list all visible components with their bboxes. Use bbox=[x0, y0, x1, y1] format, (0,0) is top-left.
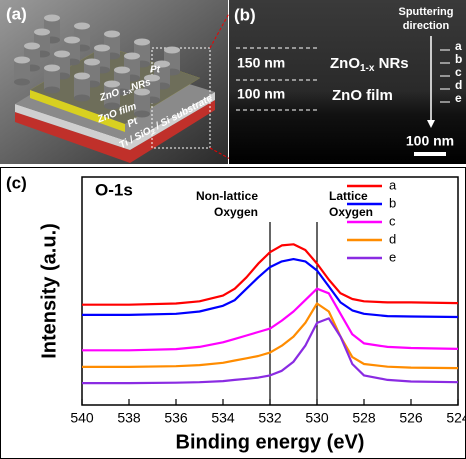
scale-label: 100 nm bbox=[406, 133, 454, 149]
x-tick-label: 538 bbox=[117, 410, 141, 426]
x-tick-label: 524 bbox=[446, 410, 466, 426]
panel-label: (c) bbox=[6, 173, 27, 192]
depth-label: c bbox=[455, 65, 462, 79]
x-axis-label: Binding energy (eV) bbox=[176, 431, 365, 453]
annotation: Oxygen bbox=[329, 205, 373, 219]
chart-title: O-1s bbox=[95, 180, 133, 199]
nanorod-base bbox=[74, 95, 90, 102]
nanorod-top bbox=[24, 43, 40, 50]
panel-a: (a) Pt ZnO 1-xNRs ZnO film Pt Ti / SiO2 … bbox=[0, 0, 232, 164]
x-tick-label: 540 bbox=[70, 410, 94, 426]
layer-label: ZnO film bbox=[332, 87, 393, 104]
legend-label: c bbox=[389, 213, 396, 228]
legend-label: a bbox=[389, 177, 397, 192]
nanorod-top bbox=[54, 51, 70, 58]
annotation: Non-lattice bbox=[196, 189, 258, 203]
nanorod-top bbox=[84, 59, 100, 66]
thickness-label: 150 nm bbox=[237, 55, 285, 71]
nanorod-top bbox=[44, 15, 60, 22]
nanorod-top bbox=[64, 37, 80, 44]
nanorod-top bbox=[14, 57, 30, 64]
depth-label: d bbox=[455, 78, 462, 92]
panel-b: (b) 150 nm 100 nm ZnO1-x NRs ZnO film Sp… bbox=[229, 0, 466, 164]
x-tick-label: 528 bbox=[352, 410, 376, 426]
nanorod-top bbox=[164, 47, 180, 54]
legend-label: b bbox=[389, 195, 396, 210]
x-tick-label: 532 bbox=[258, 410, 282, 426]
nanorod-top bbox=[104, 31, 120, 38]
nanorod-top bbox=[124, 53, 140, 60]
x-tick-label: 536 bbox=[164, 410, 188, 426]
thickness-label: 100 nm bbox=[237, 86, 285, 102]
annotation: Oxygen bbox=[214, 205, 258, 219]
direction-label: Sputtering bbox=[399, 6, 454, 18]
x-tick-label: 534 bbox=[211, 410, 235, 426]
depth-label: a bbox=[455, 39, 462, 53]
annotation: Lattice bbox=[329, 189, 368, 203]
nanorod-top bbox=[114, 67, 130, 74]
nanorod-top bbox=[134, 39, 150, 46]
legend-label: d bbox=[389, 231, 396, 246]
panel-label: (b) bbox=[234, 5, 256, 24]
nanorod-top bbox=[44, 65, 60, 72]
nanorod-top bbox=[74, 23, 90, 30]
nanorod-base bbox=[44, 87, 60, 94]
x-tick-label: 526 bbox=[399, 410, 423, 426]
y-axis-label: Intensity (a.u.) bbox=[38, 223, 60, 359]
depth-label: b bbox=[455, 52, 462, 66]
nanorod-top bbox=[74, 73, 90, 80]
scale-bar bbox=[414, 152, 446, 156]
nanorod-base bbox=[14, 79, 30, 86]
layer-label: Pt bbox=[150, 65, 161, 76]
nanorod-top bbox=[94, 45, 110, 52]
direction-label: direction bbox=[403, 20, 450, 32]
figure: (a) Pt ZnO 1-xNRs ZnO film Pt Ti / SiO2 … bbox=[0, 0, 466, 459]
legend-label: e bbox=[389, 249, 396, 264]
nanorod-top bbox=[34, 29, 50, 36]
depth-label: e bbox=[455, 91, 462, 105]
panel-label: (a) bbox=[6, 4, 27, 23]
x-tick-label: 530 bbox=[305, 410, 329, 426]
